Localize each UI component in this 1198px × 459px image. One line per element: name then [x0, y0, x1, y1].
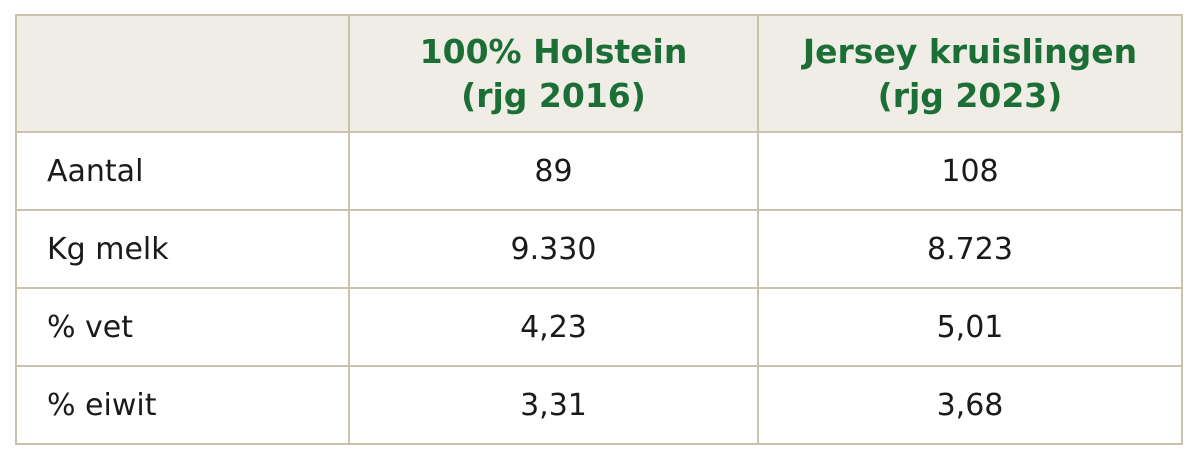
cell-value: 5,01 — [757, 287, 1183, 367]
header-cell — [15, 14, 350, 133]
cell-value: 3,68 — [757, 365, 1183, 445]
cell-value: 8.723 — [757, 209, 1183, 289]
table-body: Aantal 89 108 Kg melk 9.330 8.723% vet 4,23 5,0… — [15, 131, 1183, 445]
row-label: % vet — [15, 287, 350, 367]
table-row: Kg melk 9.330 8.723 — [15, 209, 1183, 289]
header-line: (rjg 2016) — [461, 75, 646, 115]
cell-value: 3,31 — [348, 365, 759, 445]
cell-value: 108 — [757, 131, 1183, 211]
row-label: Aantal — [15, 131, 350, 211]
cell-value: 4,23 — [348, 287, 759, 367]
header-cell: 100% Holstein (rjg 2016) — [348, 14, 759, 133]
header-line: (rjg 2023) — [877, 75, 1063, 115]
row-label: Kg melk — [15, 209, 350, 289]
header-line: Jersey kruislingen — [802, 31, 1138, 71]
header-line: 100% Holstein — [419, 31, 688, 71]
header-row: 100% Holstein (rjg 2016) Jersey kruislinge… — [15, 14, 1183, 133]
cell-value: 9.330 — [348, 209, 759, 289]
table-row: % eiwit 3,31 3,68 — [15, 365, 1183, 445]
table-row: Aantal 89 108 — [15, 131, 1183, 211]
data-table: 100% Holstein (rjg 2016) Jersey kruislinge… — [15, 14, 1183, 445]
table-row: % vet 4,23 5,01 — [15, 287, 1183, 367]
cell-value: 89 — [348, 131, 759, 211]
header-cell: Jersey kruislingen (rjg 2023) — [757, 14, 1183, 133]
row-label: % eiwit — [15, 365, 350, 445]
